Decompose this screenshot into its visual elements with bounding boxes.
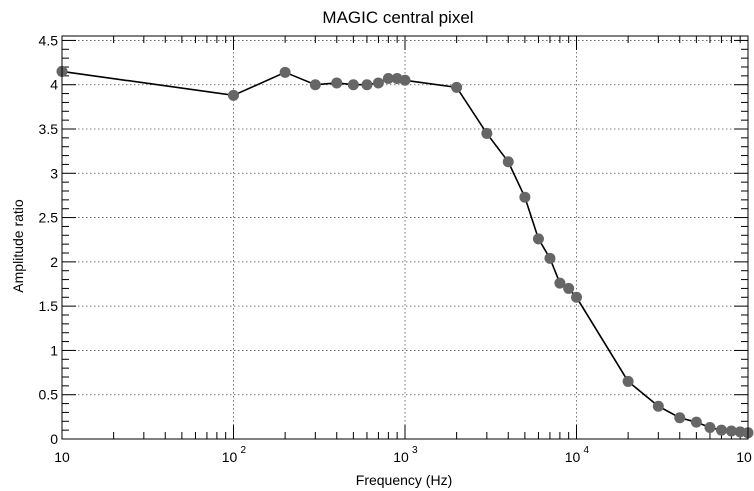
y-tick-label: 4 <box>50 77 58 93</box>
data-point <box>544 252 556 264</box>
data-point <box>228 89 239 101</box>
y-tick-label: 1 <box>50 342 58 358</box>
data-point <box>704 421 716 433</box>
data-point <box>279 66 291 78</box>
x-tick-label: 10 <box>393 449 409 465</box>
y-tick-label: 1.5 <box>39 298 59 314</box>
data-point <box>382 73 394 85</box>
y-axis-label: Amplitude ratio <box>10 199 26 293</box>
x-tick-label: 10 <box>565 449 581 465</box>
label-layer: 00.511.522.533.544.510102103104105 <box>39 32 752 465</box>
tick-layer <box>61 36 749 440</box>
plot-frame <box>61 35 749 440</box>
y-tick-label: 3 <box>50 165 58 181</box>
x-tick-exponent: 4 <box>584 445 590 456</box>
data-point <box>399 74 411 86</box>
data-point <box>571 291 582 303</box>
data-point <box>331 77 343 89</box>
y-tick-label: 3.5 <box>39 121 59 137</box>
grid-layer <box>62 36 748 439</box>
y-tick-label: 0 <box>50 431 58 447</box>
chart-title: MAGIC central pixel <box>322 8 473 27</box>
y-tick-label: 2.5 <box>39 210 59 226</box>
data-point <box>502 156 514 168</box>
x-tick-exponent: 2 <box>241 445 247 456</box>
data-point <box>347 79 359 91</box>
data-point <box>690 416 702 428</box>
y-tick-label: 2 <box>50 254 58 270</box>
x-tick-exponent: 3 <box>412 445 418 456</box>
data-point <box>554 277 566 289</box>
data-point <box>372 77 384 89</box>
data-point <box>451 81 463 93</box>
data-point <box>652 400 664 412</box>
x-tick-label: 10 <box>54 449 70 465</box>
data-point <box>622 375 634 387</box>
data-point <box>674 412 686 424</box>
data-point <box>481 127 493 139</box>
data-point <box>715 424 727 436</box>
y-tick-label: 4.5 <box>39 32 59 48</box>
y-tick-label: 0.5 <box>39 387 59 403</box>
data-point <box>519 191 531 203</box>
data-point <box>532 233 544 245</box>
data-point <box>361 79 373 91</box>
x-tick-label: 10 <box>222 449 238 465</box>
data-point <box>309 79 321 91</box>
x-axis-label: Frequency (Hz) <box>356 472 452 488</box>
data-point <box>563 282 575 294</box>
data-point <box>725 425 737 437</box>
x-tick-label: 10 <box>736 449 752 465</box>
